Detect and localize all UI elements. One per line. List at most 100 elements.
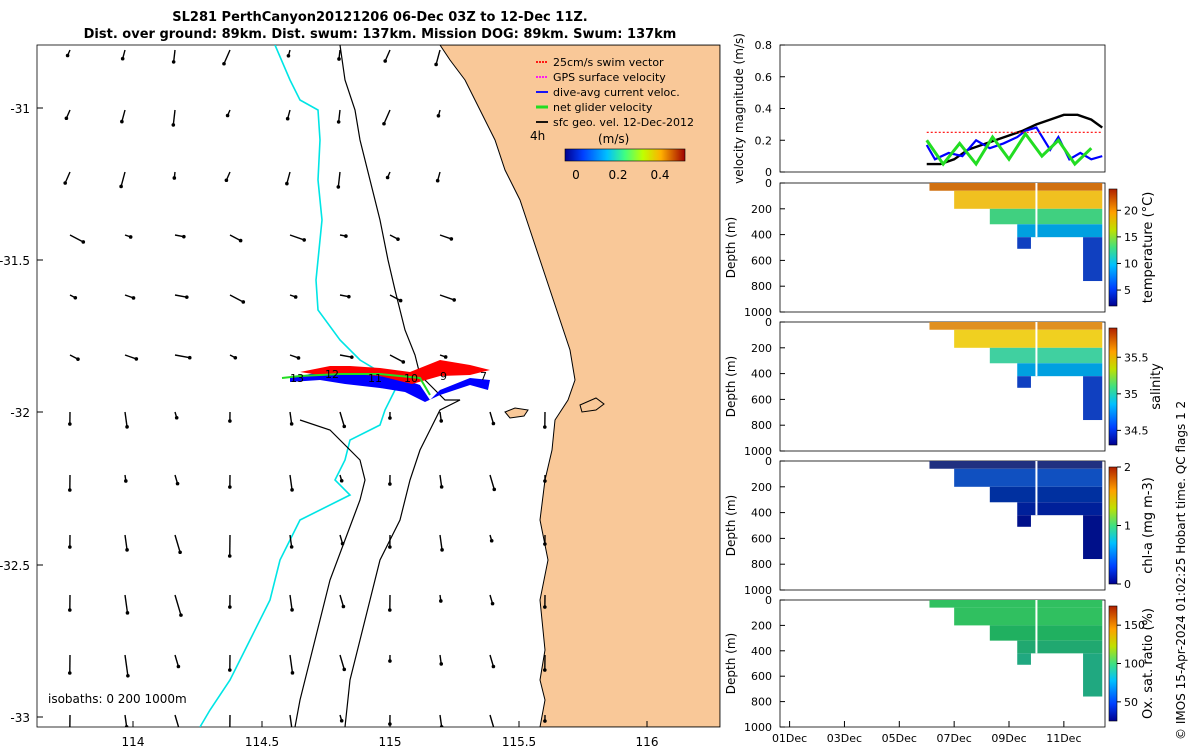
- velocity-arrow-87: [543, 594, 547, 609]
- map-ytick-1: -31.5: [0, 254, 30, 268]
- velocity-arrow-39: [439, 294, 456, 302]
- depth-tick-3-2: 400: [751, 645, 772, 658]
- velocity-arrow-75: [439, 534, 444, 552]
- velocity-arrow-84: [388, 594, 392, 612]
- cbar-label-2: chl-a (mg m-3): [1141, 477, 1156, 574]
- cbar-3: [1108, 605, 1118, 722]
- island-garden: [579, 397, 605, 413]
- time-tick-2: 05Dec: [882, 732, 917, 745]
- depth-tick-3-1: 200: [751, 619, 772, 632]
- velocity-arrow-107: [543, 714, 547, 723]
- cbar-tick-1-0: 35.5: [1124, 351, 1149, 364]
- velocity-arrow-59: [124, 474, 128, 483]
- vel-ytick-0: 0.8: [755, 39, 773, 52]
- cbar-tick-0-3: 5: [1124, 284, 1131, 297]
- velocity-arrow-79: [124, 594, 130, 615]
- profile-panel-2: 0 200 400 600 800 1000 Depth (m) 2 1 0 chl-a (mg m…: [724, 455, 1156, 597]
- isobath-note: isobaths: 0 200 1000m: [48, 692, 187, 706]
- velocity-arrow-32: [69, 294, 78, 300]
- glider-track: [281, 360, 490, 402]
- legend-entry-0: 25cm/s swim vector: [536, 56, 664, 69]
- map-xtick-3: 115.5: [502, 735, 536, 749]
- vel-series-0: [926, 113, 1103, 166]
- plot-title-line2: Dist. over ground: 89km. Dist. swum: 137…: [83, 27, 677, 42]
- vel-ytick-4: 0: [765, 166, 772, 179]
- velocity-arrow-90: [174, 654, 181, 669]
- velocity-arrow-103: [339, 714, 344, 723]
- velocity-arrow-8: [64, 109, 71, 121]
- cbar-0: [1108, 188, 1118, 307]
- cbar-1: [1108, 327, 1118, 446]
- depth-tick-3-5: 1000: [744, 721, 772, 734]
- velocity-arrow-53: [339, 411, 347, 429]
- depth-tick-2-5: 1000: [744, 584, 772, 597]
- track-label-1: 12: [325, 368, 339, 381]
- velocity-arrow-66: [489, 474, 497, 492]
- velocity-arrow-56: [489, 411, 496, 426]
- velocity-arrow-30: [389, 234, 400, 241]
- depth-label-0: Depth (m): [724, 217, 738, 278]
- velocity-arrow-26: [174, 234, 186, 239]
- map-ytick-0: -31: [10, 102, 30, 116]
- velocity-arrow-71: [227, 534, 232, 558]
- velocity-arrow-47: [439, 354, 448, 359]
- cbar-tick-3-1: 100: [1124, 658, 1145, 671]
- velocity-arrow-72: [289, 534, 294, 549]
- velocity-arrow-60: [174, 474, 180, 486]
- cbar-tick-0-1: 15: [1124, 231, 1138, 244]
- velocity-arrow-100: [174, 714, 180, 727]
- velocity-arrow-57: [543, 411, 547, 429]
- land-mass: [439, 45, 720, 727]
- cbar-tick-2: 0.4: [650, 168, 669, 182]
- cbar-label-3: Ox. sat. ratio (%): [1141, 608, 1156, 719]
- velocity-arrow-17: [119, 171, 126, 189]
- velocity-arrow-69: [124, 534, 129, 552]
- profile-panel-0: 0 200 400 600 800 1000 Depth (m) 20 15 10 5 tempera…: [724, 177, 1156, 319]
- velocity-arrow-13: [336, 109, 341, 124]
- cbar-tick-0-2: 10: [1124, 257, 1138, 270]
- depth-tick-0-5: 1000: [744, 306, 772, 319]
- velocity-arrow-11: [225, 109, 231, 118]
- velocity-arrow-85: [439, 594, 443, 603]
- velocity-arrow-10: [171, 109, 176, 127]
- velocity-arrow-25: [124, 234, 133, 239]
- depth-label-1: Depth (m): [724, 356, 738, 417]
- scale-label: 4h: [530, 129, 545, 143]
- track-green: [281, 373, 431, 396]
- cbar-tick-0: 0: [572, 168, 580, 182]
- depth-tick-2-4: 800: [751, 558, 772, 571]
- colorbar-title: (m/s): [598, 132, 629, 146]
- velocity-arrow-50: [174, 411, 179, 420]
- velocity-arrow-28: [289, 234, 306, 242]
- velocity-arrow-54: [388, 411, 392, 420]
- cbar-tick-1: 0.2: [608, 168, 627, 182]
- velocity-arrow-21: [336, 171, 341, 189]
- legend-entry-3: net glider velocity: [536, 101, 653, 114]
- track-label-2: 11: [368, 372, 382, 385]
- cbar-tick-3-0: 150: [1124, 619, 1145, 632]
- vel-ytick-1: 0.6: [755, 71, 773, 84]
- velocity-arrow-106: [489, 714, 495, 727]
- profile-panel-3: 0 200 400 600 800 1000 Depth (m) 150 100 50 Ox. sa…: [724, 594, 1156, 734]
- map-legend: 25cm/s swim vector GPS surface velocity di…: [536, 56, 694, 129]
- isobath-0: [199, 45, 396, 727]
- velocity-arrow-5: [337, 49, 341, 61]
- velocity-arrow-2: [171, 49, 176, 64]
- cbar-tick-2-2: 0: [1124, 578, 1131, 591]
- depth-tick-2-1: 200: [751, 481, 772, 494]
- velocity-arrow-97: [543, 654, 547, 672]
- velocity-arrow-43: [229, 354, 238, 360]
- velocity-arrow-73: [339, 534, 345, 546]
- vel-series-3: [925, 131, 1093, 167]
- depth-tick-0-1: 200: [751, 203, 772, 216]
- depth-tick-3-4: 800: [751, 696, 772, 709]
- island-rottnest: [504, 407, 529, 419]
- velocity-arrow-76: [489, 534, 494, 543]
- velocity-arrow-105: [439, 714, 444, 727]
- cbar-tick-0-0: 20: [1124, 204, 1138, 217]
- velocity-arrow-88: [67, 654, 72, 675]
- vel-ytick-2: 0.4: [755, 103, 773, 116]
- velocity-arrow-101: [229, 714, 231, 727]
- velocity-arrow-19: [224, 171, 231, 183]
- velocity-arrow-23: [435, 171, 441, 183]
